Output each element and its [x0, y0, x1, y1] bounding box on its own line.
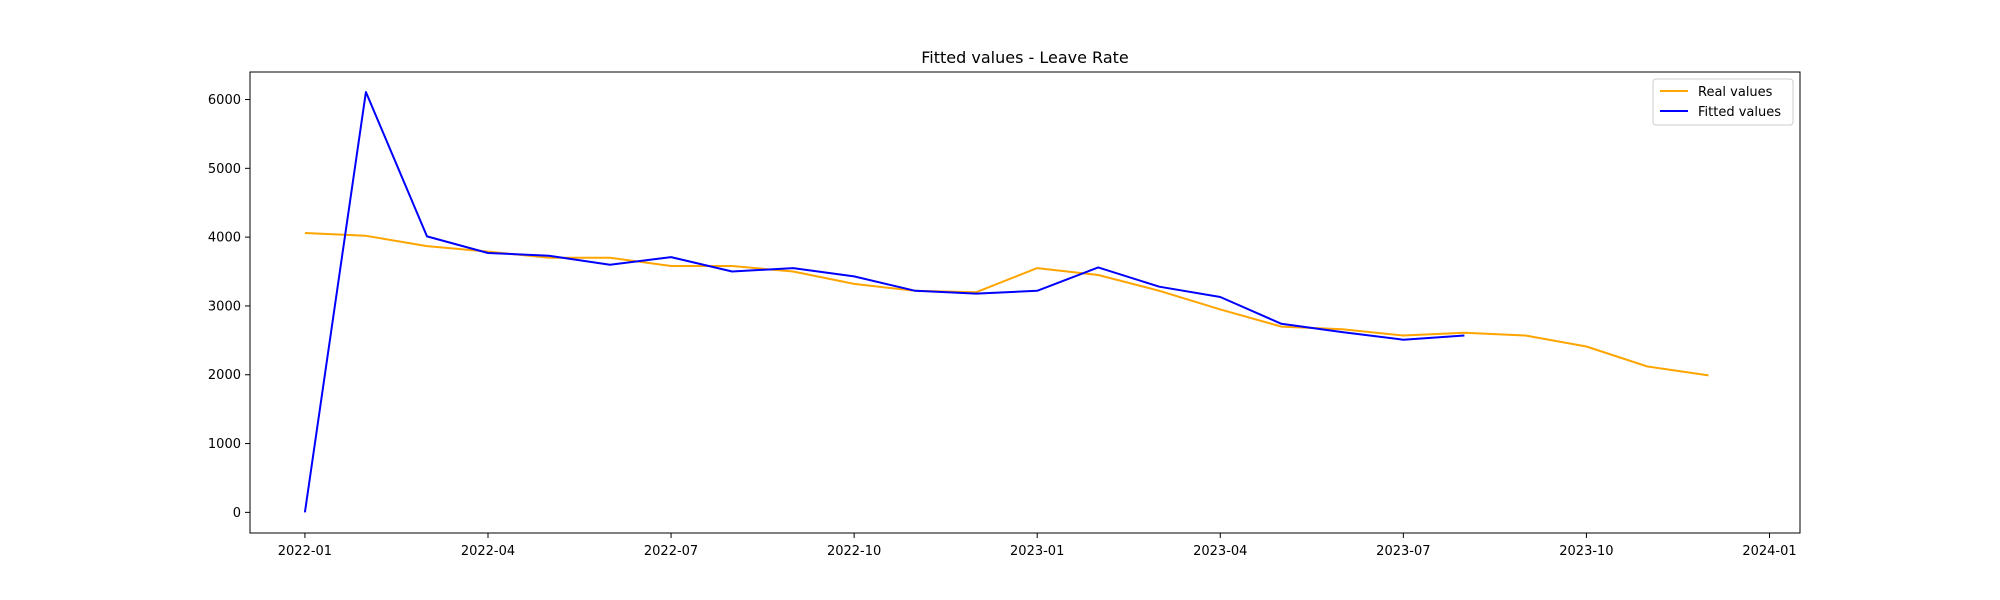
axes-layer: 2022-01 2022-04 2022-07 2022-10 2023-01 2023-… — [208, 93, 1797, 559]
y-tick-label: 2000 — [208, 368, 241, 383]
y-tick-label: 4000 — [208, 231, 241, 246]
x-tick-label: 2022-04 — [461, 544, 515, 559]
legend: Real values Fitted values — [1652, 78, 1794, 126]
y-tick-label: 5000 — [208, 162, 241, 177]
x-tick-label: 2022-01 — [278, 544, 332, 559]
chart-title: Fitted values - Leave Rate — [921, 48, 1128, 67]
legend-label-fitted: Fitted values — [1698, 105, 1781, 120]
y-tick-label: 6000 — [208, 93, 241, 108]
y-tick-label: 3000 — [208, 299, 241, 314]
x-tick-label: 2023-01 — [1010, 544, 1064, 559]
series-line-fitted-values — [303, 91, 1465, 513]
series-layer — [303, 91, 1709, 513]
series-line-real-values — [304, 232, 1709, 377]
plot-frame — [249, 71, 1801, 534]
x-tick-label: 2023-07 — [1376, 544, 1430, 559]
x-tick-label: 2024-01 — [1742, 544, 1796, 559]
x-tick-label: 2023-04 — [1193, 544, 1247, 559]
x-tick-label: 2022-10 — [827, 544, 881, 559]
y-tick-label: 0 — [233, 506, 241, 521]
legend-label-real: Real values — [1698, 85, 1773, 100]
x-tick-label: 2022-07 — [644, 544, 698, 559]
x-tick-label: 2023-10 — [1559, 544, 1613, 559]
y-tick-label: 1000 — [208, 437, 241, 452]
